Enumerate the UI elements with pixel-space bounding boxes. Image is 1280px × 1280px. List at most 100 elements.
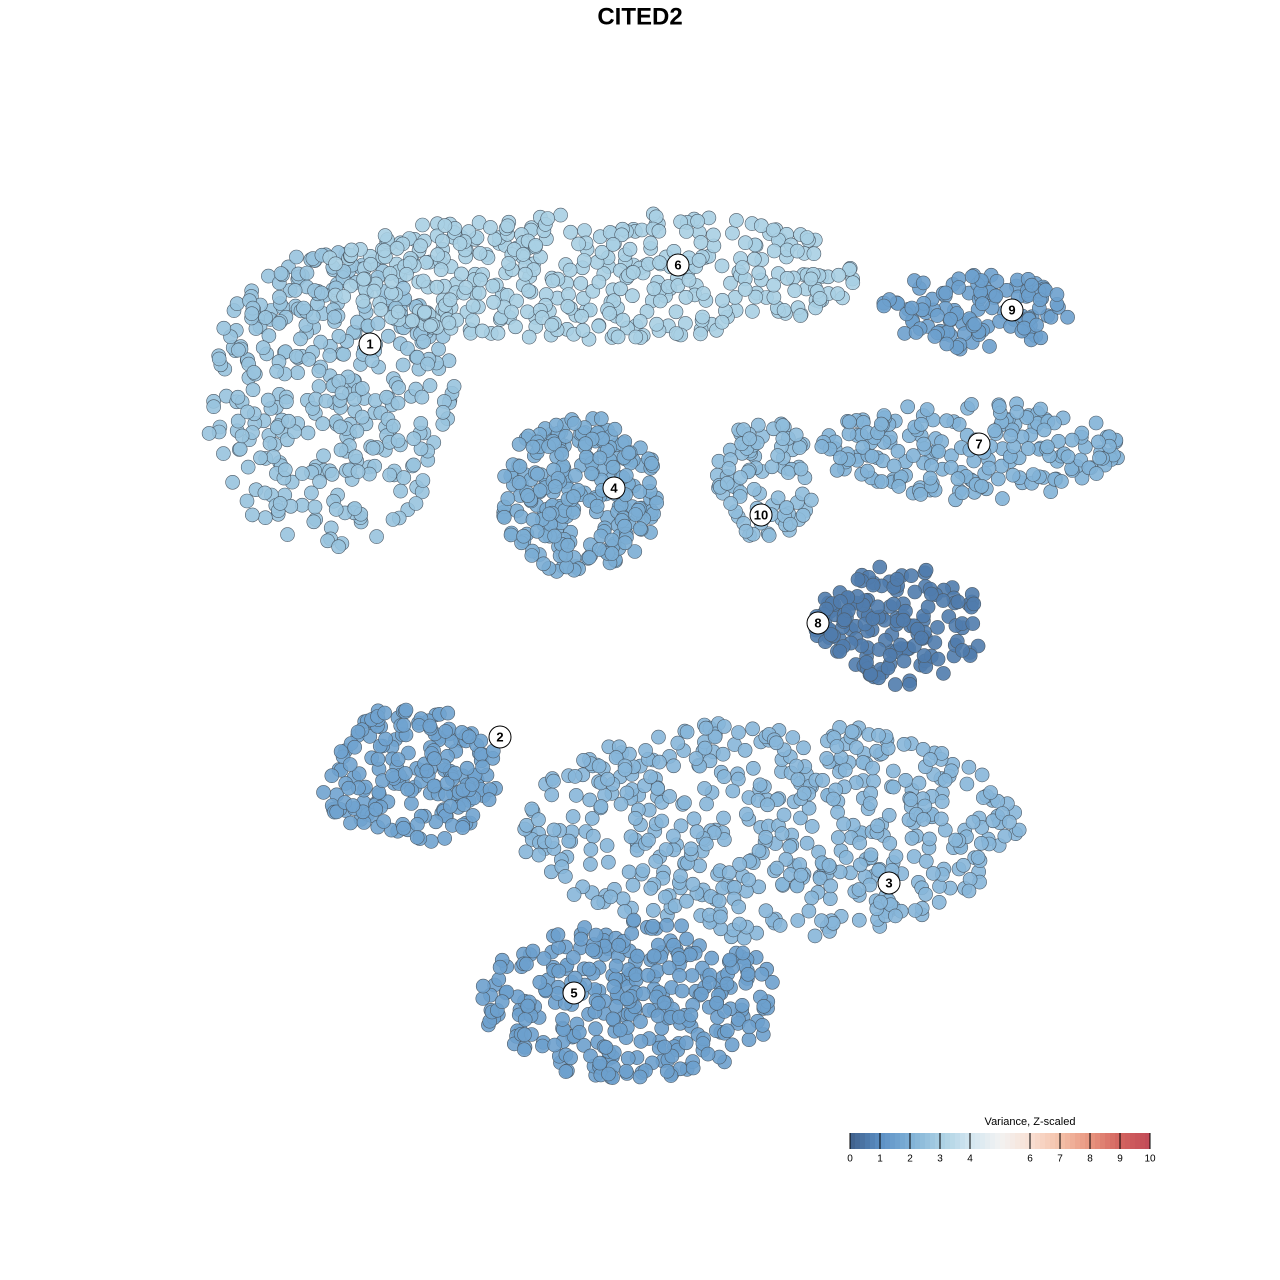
colorbar-segment bbox=[1085, 1133, 1091, 1149]
cell bbox=[617, 535, 633, 551]
cell bbox=[866, 773, 881, 789]
cell bbox=[598, 1040, 614, 1055]
cell bbox=[672, 968, 687, 983]
cell bbox=[563, 1050, 578, 1066]
cell bbox=[536, 556, 551, 572]
cell bbox=[776, 807, 792, 823]
cell bbox=[955, 643, 970, 658]
cell bbox=[628, 967, 644, 983]
cell bbox=[1033, 330, 1049, 346]
cell bbox=[951, 280, 967, 295]
cell bbox=[531, 812, 546, 828]
cell bbox=[578, 436, 593, 452]
cell bbox=[473, 272, 488, 288]
cell bbox=[389, 241, 405, 256]
cell bbox=[406, 431, 422, 447]
colorbar-tick-label: 6 bbox=[1027, 1154, 1033, 1165]
cell bbox=[950, 471, 966, 487]
cell bbox=[437, 218, 453, 233]
colorbar-segment bbox=[1100, 1133, 1106, 1149]
cell bbox=[515, 247, 531, 262]
cell bbox=[503, 527, 519, 543]
cell bbox=[792, 440, 807, 455]
colorbar-tick-label: 8 bbox=[1087, 1154, 1093, 1165]
cell bbox=[648, 854, 664, 869]
cell bbox=[738, 235, 753, 250]
cell bbox=[473, 747, 489, 762]
cell bbox=[752, 777, 768, 793]
cell bbox=[930, 620, 945, 635]
chart-title: CITED2 bbox=[597, 3, 682, 30]
cell bbox=[673, 868, 688, 884]
cell bbox=[593, 799, 609, 814]
cell bbox=[698, 720, 714, 736]
cell bbox=[896, 653, 912, 669]
cell bbox=[273, 266, 289, 281]
cluster-badge bbox=[666, 253, 690, 277]
cell bbox=[918, 562, 934, 578]
cell bbox=[870, 818, 885, 834]
cell bbox=[685, 876, 701, 892]
cell bbox=[807, 928, 823, 944]
cell bbox=[732, 856, 747, 872]
colorbar-segment bbox=[1015, 1133, 1021, 1149]
cell bbox=[814, 913, 829, 929]
cell bbox=[452, 236, 468, 251]
cell bbox=[277, 462, 293, 478]
colorbar-segment bbox=[905, 1133, 911, 1149]
cell bbox=[904, 830, 920, 846]
cell bbox=[716, 719, 732, 734]
cell bbox=[376, 243, 392, 258]
cell bbox=[544, 787, 560, 803]
cell bbox=[231, 342, 246, 358]
cell bbox=[964, 397, 979, 412]
cell bbox=[562, 262, 578, 278]
cell bbox=[613, 281, 628, 297]
cell bbox=[486, 294, 501, 310]
colorbar-segment bbox=[940, 1133, 946, 1149]
cell bbox=[301, 352, 317, 367]
cell bbox=[521, 283, 537, 299]
cluster-label: 8 bbox=[814, 615, 821, 630]
cell bbox=[746, 481, 762, 497]
cell bbox=[455, 820, 471, 835]
cell bbox=[770, 448, 786, 463]
cell bbox=[605, 459, 621, 475]
cell bbox=[721, 865, 737, 881]
cell bbox=[385, 512, 401, 527]
colorbar-segment bbox=[1030, 1133, 1036, 1149]
colorbar-segment bbox=[920, 1133, 926, 1149]
cell bbox=[939, 336, 955, 352]
cell bbox=[785, 730, 801, 745]
cell bbox=[1040, 439, 1055, 455]
cell bbox=[643, 880, 659, 896]
cell bbox=[575, 322, 591, 338]
cell bbox=[937, 773, 953, 788]
cell bbox=[831, 267, 846, 283]
cell bbox=[886, 458, 902, 474]
cell bbox=[370, 316, 386, 331]
cell bbox=[244, 306, 260, 322]
cell bbox=[907, 584, 923, 600]
cell bbox=[851, 912, 867, 928]
colorbar-segment bbox=[1105, 1133, 1111, 1149]
colorbar-segment bbox=[880, 1133, 886, 1149]
cell bbox=[658, 842, 674, 857]
cell bbox=[633, 1034, 649, 1049]
cell bbox=[475, 991, 491, 1006]
cell bbox=[546, 773, 561, 789]
cell bbox=[662, 789, 677, 804]
cell bbox=[738, 806, 754, 822]
cell bbox=[915, 741, 931, 757]
cell bbox=[607, 421, 623, 437]
cell bbox=[652, 293, 668, 309]
cell bbox=[795, 507, 811, 523]
cell bbox=[788, 427, 804, 443]
colorbar-segment bbox=[965, 1133, 971, 1149]
cell bbox=[719, 976, 735, 992]
cell bbox=[903, 568, 919, 584]
cell bbox=[833, 450, 848, 466]
cell bbox=[876, 298, 892, 314]
cell bbox=[796, 740, 811, 756]
cell bbox=[1016, 320, 1032, 336]
